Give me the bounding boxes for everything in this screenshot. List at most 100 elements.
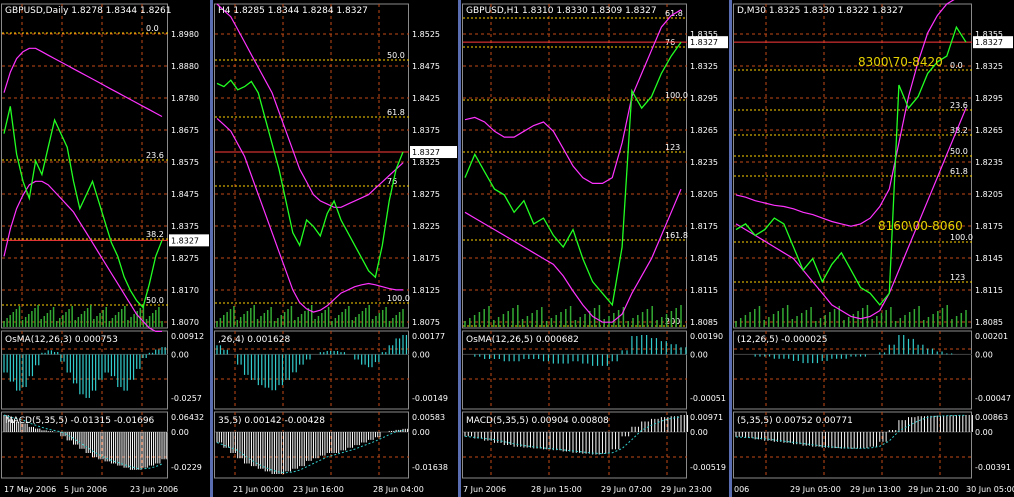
pane-frame [462,330,687,410]
panel-separator[interactable] [210,0,213,497]
macd-tick-label: 0.00 [412,428,430,437]
fib-level-label: 76 [387,177,397,186]
x-tick-label: 28 Jun 04:00 [373,485,424,494]
y-tick-label: 1.8575 [171,158,199,167]
osma-tick-label: -0.0257 [171,394,202,403]
y-tick-label: 1.8375 [412,126,440,135]
envelope-lower-line [735,107,967,320]
x-tick-label: 21 Jun 00:00 [233,485,284,494]
y-tick-label: 1.8175 [690,222,718,231]
osma-tick-label: 0.00 [412,350,430,359]
price-tag-bg [169,234,209,247]
macd-tick-label: 0.00 [690,428,708,437]
panel-layer: 1.8525 1.8475 1.8425 1.8375 1.8325 1.8275 1.82… [214,3,457,494]
macd-tick-label: 0.00863 [975,413,1008,422]
y-tick-label: 1.8295 [975,94,1003,103]
y-tick-label: 1.8780 [171,94,199,103]
panel-layer: 1.8355 1.8325 1.8295 1.8265 1.8235 1.8205 1.81… [733,0,1014,494]
macd-tick-label: -0.0229 [171,463,202,472]
price-series-line [464,41,682,307]
fib-level-label: 61.8 [950,167,968,176]
price-tag-label: 1.8327 [975,38,1003,47]
y-tick-label: 1.8225 [412,222,440,231]
y-tick-label: 1.8175 [975,222,1003,231]
y-tick-label: 1.8115 [690,286,718,295]
fib-level-label: 0.0 [146,24,159,33]
panel-layer: 1.8355 1.8325 1.8295 1.8265 1.8235 1.8205 1.81… [462,3,728,494]
level-annotation: 8300\70-8420 [858,55,943,69]
y-tick-label: 1.8355 [690,30,718,39]
pane-frame [462,3,687,329]
y-tick-label: 1.8175 [412,254,440,263]
envelope-upper-line [216,3,404,208]
macd-signal-line [3,414,163,470]
pane-frame [733,330,972,410]
price-tag-label: 1.8327 [171,236,199,245]
y-tick-label: 1.8325 [975,62,1003,71]
chart-panel-m30[interactable]: 1.8355 1.8325 1.8295 1.8265 1.8235 1.8205 1.81… [732,0,1014,497]
fib-level-label: 38.2 [950,126,968,135]
osma-label: (12,26,5) -0.000025 [737,335,827,345]
macd-tick-label: -0.00519 [690,463,726,472]
y-tick-label: 1.8475 [412,62,440,71]
macd-signal-line [216,429,404,474]
x-tick-label: 29 Jun 21:00 [908,485,959,494]
fib-level-label: 50.0 [146,296,164,305]
y-tick-label: 1.8205 [975,190,1003,199]
y-tick-label: 1.8235 [690,158,718,167]
pane-frame [733,3,972,329]
y-tick-label: 1.8880 [171,62,199,71]
macd-label: (5,35,5) 0.00752 0.00771 [737,416,853,426]
osma-tick-label: 0.00 [975,350,993,359]
x-tick-label: 29 Jun 23:00 [661,485,712,494]
y-tick-label: 1.8275 [171,254,199,263]
y-tick-label: 1.8085 [975,318,1003,327]
chart-panel-h1[interactable]: 1.8355 1.8325 1.8295 1.8265 1.8235 1.8205 1.81… [461,0,729,497]
osma-tick-label: -0.00047 [975,394,1011,403]
price-series-line [735,25,967,306]
osma-tick-label: 0.00177 [412,332,445,341]
macd-tick-label: 0.00 [171,428,189,437]
x-tick-label: 006 [734,485,749,494]
price-tag: 1.8327 [688,36,728,49]
chart-panel-daily[interactable]: 1.8980 1.8880 1.8780 1.8675 1.8575 1.8475 1.83… [0,0,210,497]
chart-header-label: H4 1.8285 1.8344 1.8284 1.8327 [218,6,368,16]
x-tick-label: 29 Jun 07:00 [601,485,652,494]
osma-label: OsMA(12,26,3) 0.000753 [5,335,118,345]
y-tick-label: 1.8425 [412,94,440,103]
envelope-lower-line [3,180,162,332]
panel-separator[interactable] [458,0,461,497]
chart-svg-h4: 1.8525 1.8475 1.8425 1.8375 1.8325 1.8275 1.82… [214,3,457,494]
macd-tick-label: -0.01638 [412,463,448,472]
fib-level-label: 0.0 [950,61,963,70]
envelope-upper-line [464,9,682,184]
envelope-upper-line [735,0,955,227]
pane-frame [214,3,409,329]
y-tick-label: 1.8115 [975,286,1003,295]
y-tick-label: 1.8265 [975,126,1003,135]
fib-level-label: 50.0 [950,147,968,156]
fib-level-label: 23.6 [950,101,968,110]
chart-header-label: D,M30 1.8325 1.8330 1.8322 1.8327 [737,6,903,16]
chart-svg-daily: 1.8980 1.8880 1.8780 1.8675 1.8575 1.8475 1.83… [1,3,209,494]
y-tick-label: 1.8070 [171,318,199,327]
price-tag: 1.8327 [973,36,1013,49]
price-tag-bg [410,146,457,159]
chart-panel-h4[interactable]: 1.8525 1.8475 1.8425 1.8375 1.8325 1.8275 1.82… [213,0,458,497]
y-tick-label: 1.8375 [171,222,199,231]
fib-level-label: 100.0 [387,294,410,303]
price-tag: 1.8327 [410,146,457,159]
macd-tick-label: -0.00391 [975,463,1011,472]
level-annotation: 8160\00-8060 [878,219,963,233]
osma-tick-label: 0.00190 [690,332,723,341]
price-tag-label: 1.8327 [690,38,718,47]
osma-tick-label: 0.00 [171,350,189,359]
macd-label: MACD(5,35,5) 0.00904 0.00808 [466,416,609,426]
panel-separator[interactable] [729,0,732,497]
fib-level-label: 61.8 [387,108,405,117]
osma-label: ,26,4) 0.001628 [218,335,290,345]
envelope-lower-line [216,117,403,313]
macd-tick-label: 0.00971 [690,413,723,422]
y-tick-label: 1.8675 [171,126,199,135]
x-tick-label: 23 Jun 16:00 [293,485,344,494]
